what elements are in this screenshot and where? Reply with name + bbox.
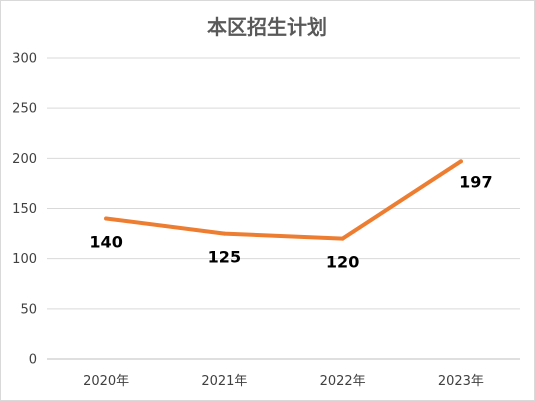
series-line	[104, 159, 463, 241]
y-tick-label: 250	[12, 102, 37, 117]
y-tick-label: 300	[12, 52, 37, 67]
x-tick-label: 2023年	[438, 374, 484, 389]
data-label: 120	[326, 253, 359, 272]
data-point	[104, 216, 109, 221]
data-label: 197	[459, 172, 492, 191]
chart-title: 本区招生计划	[207, 15, 327, 39]
x-axis-ticks: 2020年 2021年 2022年 2023年	[83, 374, 484, 389]
x-tick-label: 2022年	[320, 374, 366, 389]
y-tick-label: 100	[12, 252, 37, 267]
data-labels: 140 125 120 197	[89, 172, 492, 271]
x-tick-label: 2020年	[83, 374, 129, 389]
data-point	[340, 236, 345, 241]
data-point	[222, 231, 227, 236]
y-tick-label: 200	[12, 152, 37, 167]
y-tick-label: 150	[12, 202, 37, 217]
gridlines	[47, 57, 520, 360]
data-point	[458, 159, 463, 164]
series	[104, 159, 463, 241]
y-axis-ticks: 0 50 100 150 200 250 300	[12, 52, 37, 368]
y-tick-label: 50	[20, 302, 37, 317]
y-tick-label: 0	[29, 353, 37, 368]
data-label: 125	[208, 248, 241, 267]
x-tick-label: 2021年	[201, 374, 247, 389]
data-label: 140	[89, 233, 122, 252]
